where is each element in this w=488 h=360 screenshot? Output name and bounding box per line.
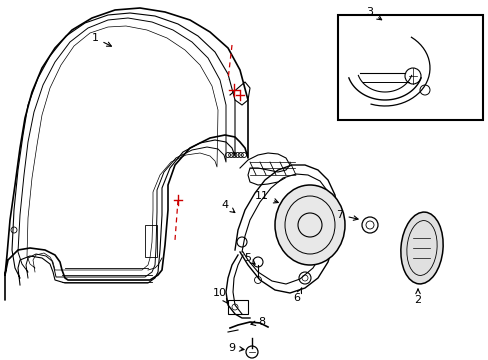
Bar — [145, 225, 157, 257]
Text: 9: 9 — [228, 343, 244, 353]
Text: 4: 4 — [221, 200, 234, 212]
Bar — [227, 300, 247, 314]
Text: 2: 2 — [414, 289, 421, 305]
Text: 1: 1 — [91, 33, 111, 46]
Text: 8: 8 — [250, 317, 265, 327]
Text: 7: 7 — [336, 210, 357, 220]
Ellipse shape — [274, 185, 345, 265]
Text: 3: 3 — [366, 7, 381, 20]
Text: 6: 6 — [293, 288, 301, 303]
Ellipse shape — [400, 212, 442, 284]
Text: 11: 11 — [254, 191, 278, 203]
Bar — [285, 200, 316, 222]
Text: 10: 10 — [213, 288, 227, 303]
Text: 5: 5 — [244, 253, 255, 264]
Bar — [337, 15, 482, 120]
